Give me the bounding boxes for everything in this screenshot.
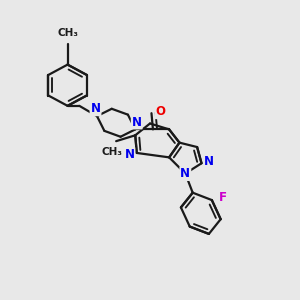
Text: N: N	[91, 102, 100, 115]
Text: N: N	[204, 155, 214, 168]
Text: N: N	[180, 167, 190, 180]
Text: O: O	[155, 105, 165, 118]
Text: CH₃: CH₃	[101, 147, 122, 157]
Text: F: F	[219, 190, 227, 204]
Text: N: N	[132, 116, 142, 128]
Text: CH₃: CH₃	[57, 28, 78, 38]
Text: N: N	[124, 148, 134, 161]
